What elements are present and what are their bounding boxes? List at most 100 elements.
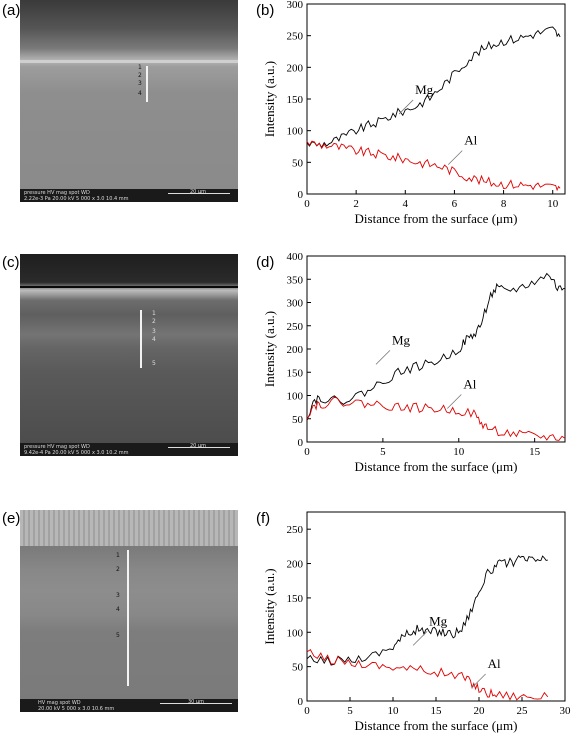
y-tick-label: 200 bbox=[287, 559, 304, 571]
x-tick-label: 0 bbox=[304, 198, 310, 210]
sem-image-c: 1 2 3 4 5 pressure HV mag spot WD 9.42e-… bbox=[20, 254, 238, 456]
sem-marker: 1 bbox=[116, 552, 120, 559]
plot-frame bbox=[306, 511, 566, 702]
sem-marker: 3 bbox=[152, 328, 156, 335]
y-tick-label: 200 bbox=[287, 344, 304, 356]
x-tick-label: 10 bbox=[547, 198, 559, 210]
y-tick-label: 250 bbox=[287, 321, 304, 333]
x-tick-label: 2 bbox=[353, 198, 359, 210]
x-tick-label: 15 bbox=[431, 705, 443, 717]
series-annotation: Al bbox=[488, 656, 501, 671]
y-tick-label: 250 bbox=[287, 31, 304, 43]
plot-frame bbox=[306, 255, 566, 443]
x-tick-label: 5 bbox=[380, 446, 386, 458]
panel-label-b: (b) bbox=[256, 2, 275, 19]
y-tick-label: 300 bbox=[287, 0, 304, 11]
x-axis-label: Distance from the surface (μm) bbox=[355, 459, 518, 474]
sem-marker: 2 bbox=[152, 318, 156, 325]
y-tick-label: 300 bbox=[287, 298, 304, 310]
x-tick-label: 15 bbox=[529, 446, 541, 458]
series-line-mg bbox=[306, 272, 565, 421]
y-tick-label: 400 bbox=[287, 251, 304, 263]
panel-label-c: (c) bbox=[2, 254, 20, 271]
x-tick-label: 4 bbox=[403, 198, 409, 210]
sem-image-e: 1 2 3 4 5 HV mag spot WD 20.00 kV 5 000 … bbox=[20, 510, 238, 712]
y-axis-label: Intensity (a.u.) bbox=[262, 61, 277, 137]
annotation-arrow bbox=[471, 673, 486, 689]
x-tick-label: 0 bbox=[304, 446, 310, 458]
series-annotation: Mg bbox=[429, 613, 448, 628]
chart-d: 0 50 100 150 200 250 300 350 400 0 5 10 15 Distance f… bbox=[262, 251, 566, 474]
y-tick-label: 50 bbox=[292, 662, 304, 674]
sem-scale-label: 30 μm bbox=[188, 699, 205, 705]
y-tick-label: 150 bbox=[287, 593, 304, 605]
x-tick-label: 10 bbox=[388, 705, 400, 717]
x-tick-label: 6 bbox=[452, 198, 458, 210]
sem-marker: 1 bbox=[138, 64, 142, 71]
x-tick-label: 0 bbox=[304, 705, 310, 717]
sem-marker: 5 bbox=[152, 360, 156, 367]
panel-label-e: (e) bbox=[2, 510, 21, 527]
annotation-arrow bbox=[447, 150, 463, 165]
y-tick-label: 250 bbox=[287, 524, 304, 536]
series-line-al bbox=[306, 396, 566, 441]
y-tick-label: 200 bbox=[287, 62, 304, 74]
chart-f: 0 50 100 150 200 250 0 5 10 15 20 25 30 Distance from… bbox=[262, 511, 571, 733]
y-tick-label: 0 bbox=[298, 437, 304, 449]
sem-meta-labels: pressure HV mag spot WD bbox=[24, 444, 90, 450]
x-axis-label: Distance from the surface (μm) bbox=[355, 211, 518, 226]
y-tick-label: 50 bbox=[292, 414, 304, 426]
sem-marker: 2 bbox=[116, 566, 120, 573]
sem-scale-label: 20 μm bbox=[190, 443, 207, 449]
sem-info-bar: pressure HV mag spot WD 2.22e-3 Pa 20.00… bbox=[20, 189, 238, 202]
series-line-mg bbox=[306, 26, 561, 149]
annotation-arrow bbox=[412, 631, 428, 646]
series-annotation: Al bbox=[464, 133, 477, 148]
sem-image-a: 1 2 3 4 pressure HV mag spot WD 2.22e-3 … bbox=[20, 0, 238, 202]
sem-marker: 1 bbox=[152, 310, 156, 317]
sem-meta-values: 9.42e-4 Pa 20.00 kV 5 000 x 3.0 10.2 mm bbox=[24, 450, 129, 456]
series-line-al bbox=[306, 140, 561, 192]
panel-label-d: (d) bbox=[256, 254, 275, 271]
sem-info-bar: HV mag spot WD 20.00 kV 5 000 x 3.0 10.6… bbox=[20, 699, 238, 712]
sem-marker: 4 bbox=[138, 90, 142, 97]
x-tick-label: 20 bbox=[474, 705, 486, 717]
sem-marker: 4 bbox=[152, 336, 156, 343]
y-axis-label: Intensity (a.u.) bbox=[262, 568, 277, 644]
chart-b: 0 50 100 150 200 250 300 0 2 4 6 8 10 Distance from t… bbox=[262, 0, 566, 226]
panel-label-a: (a) bbox=[2, 2, 21, 19]
x-tick-label: 8 bbox=[501, 198, 507, 210]
y-tick-label: 100 bbox=[287, 126, 304, 138]
y-tick-label: 0 bbox=[298, 696, 304, 708]
series-annotation: Al bbox=[463, 377, 476, 392]
sem-marker: 2 bbox=[138, 72, 142, 79]
annotation-arrow bbox=[375, 350, 391, 365]
y-tick-label: 350 bbox=[287, 274, 304, 286]
series-annotation: Mg bbox=[392, 332, 411, 347]
sem-meta-values: 20.00 kV 5 000 x 3.0 10.6 mm bbox=[38, 706, 115, 712]
y-tick-label: 150 bbox=[287, 367, 304, 379]
annotation-arrow bbox=[447, 394, 462, 409]
y-tick-label: 150 bbox=[287, 94, 304, 106]
sem-marker: 3 bbox=[116, 592, 120, 599]
sem-marker: 3 bbox=[138, 80, 142, 87]
series-line-mg bbox=[306, 554, 548, 666]
y-tick-label: 100 bbox=[287, 391, 304, 403]
y-axis-label: Intensity (a.u.) bbox=[262, 311, 277, 387]
series-line-al bbox=[306, 648, 549, 701]
sem-marker: 5 bbox=[116, 632, 120, 639]
x-tick-label: 30 bbox=[560, 705, 571, 717]
sem-info-bar: pressure HV mag spot WD 9.42e-4 Pa 20.00… bbox=[20, 443, 238, 456]
annotation-arrow bbox=[398, 99, 414, 115]
y-tick-label: 100 bbox=[287, 627, 304, 639]
x-tick-label: 5 bbox=[347, 705, 353, 717]
x-tick-label: 10 bbox=[453, 446, 465, 458]
sem-meta-labels: HV mag spot WD bbox=[38, 700, 81, 706]
series-annotation: Mg bbox=[415, 82, 434, 97]
panel-label-f: (f) bbox=[256, 510, 271, 527]
sem-marker: 4 bbox=[116, 606, 120, 613]
sem-scale-label: 20 μm bbox=[190, 189, 207, 195]
y-tick-label: 0 bbox=[298, 189, 304, 201]
sem-meta-values: 2.22e-3 Pa 20.00 kV 5 000 x 3.0 10.4 mm bbox=[24, 196, 129, 202]
